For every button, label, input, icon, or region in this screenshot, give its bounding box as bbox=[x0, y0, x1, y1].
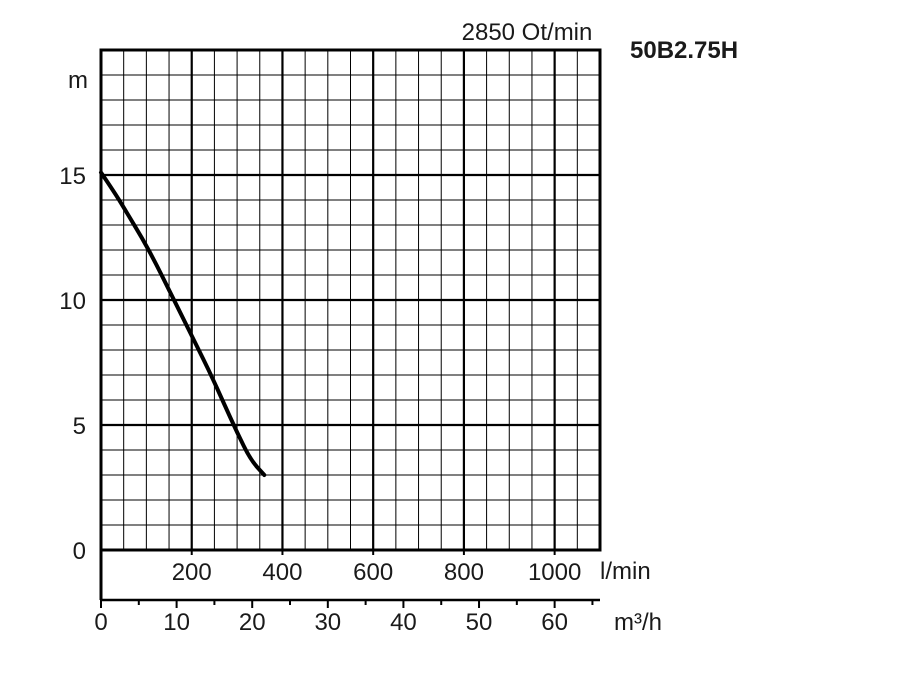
model-label: 50B2.75H bbox=[630, 37, 738, 64]
plot-frame bbox=[99, 48, 602, 552]
m3h-tick-label: 0 bbox=[94, 609, 107, 636]
lpm-tick-label: 1000 bbox=[528, 559, 581, 586]
y-tick-label: 5 bbox=[73, 413, 86, 440]
m3h-tick-label: 60 bbox=[541, 609, 568, 636]
y-tick-label: 0 bbox=[73, 538, 86, 565]
lpm-tick-marks bbox=[190, 550, 556, 555]
lpm-unit-label: l/min bbox=[600, 558, 651, 585]
y-tick-label: 15 bbox=[59, 163, 86, 190]
m3h-unit-label: m³/h bbox=[614, 609, 662, 636]
y-axis-unit-label: m bbox=[68, 67, 88, 94]
m3h-tick-label: 50 bbox=[466, 609, 493, 636]
major-grid bbox=[101, 50, 600, 550]
m3h-tick-marks bbox=[100, 600, 594, 608]
m3h-tick-label: 10 bbox=[163, 609, 190, 636]
m3h-tick-label: 20 bbox=[239, 609, 266, 636]
m3h-tick-label: 40 bbox=[390, 609, 417, 636]
y-tick-label: 10 bbox=[59, 288, 86, 315]
m3h-tick-label: 30 bbox=[314, 609, 341, 636]
lpm-tick-label: 800 bbox=[444, 559, 484, 586]
lpm-tick-label: 200 bbox=[172, 559, 212, 586]
speed-label: 2850 Ot/min bbox=[462, 19, 593, 46]
lpm-tick-label: 400 bbox=[262, 559, 302, 586]
head-flow-curve bbox=[99, 170, 267, 477]
tick-labels: 0 5 10 15 200 400 600 800 1000 0 10 20 30 40 50 60 bbox=[59, 163, 581, 636]
lpm-tick-label: 600 bbox=[353, 559, 393, 586]
